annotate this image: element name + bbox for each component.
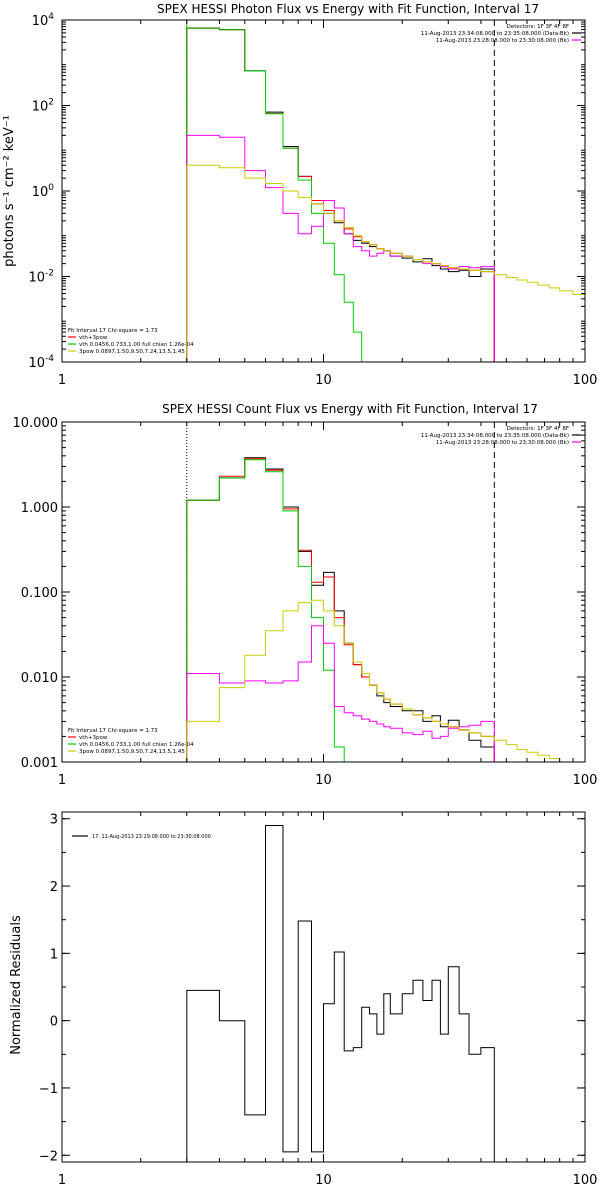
fit-text: Fit Interval 17 Chi-square = 1.73	[68, 728, 158, 734]
info-text: 11-Aug-2013 23:28:08.000 to 23:30:08.000…	[436, 38, 569, 44]
y-tick-label: 0.001	[21, 756, 58, 771]
series-vth	[186, 27, 370, 362]
y-tick-label: 10-4	[28, 354, 54, 371]
plot-marks	[186, 20, 585, 362]
series-bk	[186, 134, 495, 362]
y-axis-label: photons s⁻¹ cm⁻² keV⁻¹	[2, 115, 17, 267]
y-tick-label: 2	[50, 880, 58, 895]
fit-text: vth 0.0456,0.733,1.00 full chian 1.26e-0…	[79, 342, 194, 348]
y-tick-label: 0.010	[21, 671, 58, 686]
series-vth	[186, 459, 345, 762]
y-tick-label: 104	[32, 12, 55, 29]
x-tick-label: 1	[58, 773, 66, 788]
series-residuals	[186, 825, 495, 1162]
info-text: 11-Aug-2013 23:34:08.000 to 23:35:08.000…	[421, 31, 569, 37]
fit-text: vth+3pow	[79, 335, 108, 341]
y-axis-label: Normalized Residuals	[9, 915, 24, 1055]
y-tick-exponent: -4	[45, 354, 54, 364]
y-tick-label: 3	[50, 813, 58, 828]
y-tick-exponent: -2	[45, 269, 54, 279]
plot-marks	[186, 825, 495, 1162]
info-text: Detectors: 1F 3F 4F 8F	[507, 24, 569, 30]
y-tick-label: 10.000	[13, 416, 59, 431]
y-tick-label: 1	[50, 947, 58, 962]
count-flux-panel: SPEX HESSI Count Flux vs Energy with Fit…	[13, 402, 598, 788]
fit-text: vth+3pow	[79, 735, 108, 741]
y-tick-exponent: 0	[48, 183, 54, 193]
x-tick-label: 10	[315, 773, 332, 788]
y-tick-label: −1	[39, 1082, 58, 1097]
x-tick-label: 100	[573, 1173, 598, 1188]
y-tick-label: 100	[32, 183, 55, 200]
y-tick-exponent: 2	[48, 98, 54, 108]
plot-marks	[186, 422, 574, 762]
y-tick-label: −2	[39, 1149, 58, 1164]
series-vth-3pow	[186, 27, 495, 362]
y-tick-exponent: 4	[48, 12, 54, 22]
chart-title: SPEX HESSI Photon Flux vs Energy with Fi…	[157, 2, 539, 16]
photon-flux-panel: SPEX HESSI Photon Flux vs Energy with Fi…	[2, 2, 597, 388]
legend-entry: 17. 11-Aug-2013 23:29:08.000 to 23:30:08…	[92, 834, 211, 840]
series-3pow	[186, 599, 574, 762]
plot-frame	[61, 19, 586, 363]
x-tick-label: 1	[58, 1173, 66, 1188]
info-text: 11-Aug-2013 23:28:08.000 to 23:30:08.000…	[436, 440, 569, 446]
fit-text: Fit Interval 17 Chi-square = 1.73	[68, 328, 158, 334]
x-tick-label: 10	[315, 1173, 332, 1188]
fit-text: vth 0.0456,0.733,1.00 full chian 1.26e-0…	[79, 742, 194, 748]
chart-title: SPEX HESSI Count Flux vs Energy with Fit…	[162, 402, 538, 416]
y-tick-label: 0	[50, 1015, 58, 1030]
info-text: 11-Aug-2013 23:34:08.000 to 23:35:08.000…	[421, 433, 569, 439]
y-tick-label: 102	[32, 98, 54, 115]
x-tick-label: 100	[573, 773, 598, 788]
y-tick-label: 0.100	[21, 586, 58, 601]
plot-frame	[61, 421, 586, 763]
x-tick-label: 1	[58, 373, 66, 388]
series-data-bk	[186, 27, 495, 362]
x-tick-label: 10	[315, 373, 332, 388]
y-tick-label: 10-2	[28, 269, 54, 286]
y-tick-label: 1.000	[21, 501, 58, 516]
info-text: Detectors: 1F 3F 4F 8F	[507, 426, 569, 432]
fit-text: 3pow 0.0897,1.50,9.50,7.24,13.5,1.45	[79, 349, 185, 355]
series-bk	[186, 625, 495, 762]
fit-text: 3pow 0.0897,1.50,9.50,7.24,13.5,1.45	[79, 749, 185, 755]
residuals-panel: Normalized Residuals 17. 11-Aug-2013 23:…	[9, 811, 598, 1188]
series-3pow	[186, 164, 585, 362]
x-tick-label: 100	[573, 373, 598, 388]
